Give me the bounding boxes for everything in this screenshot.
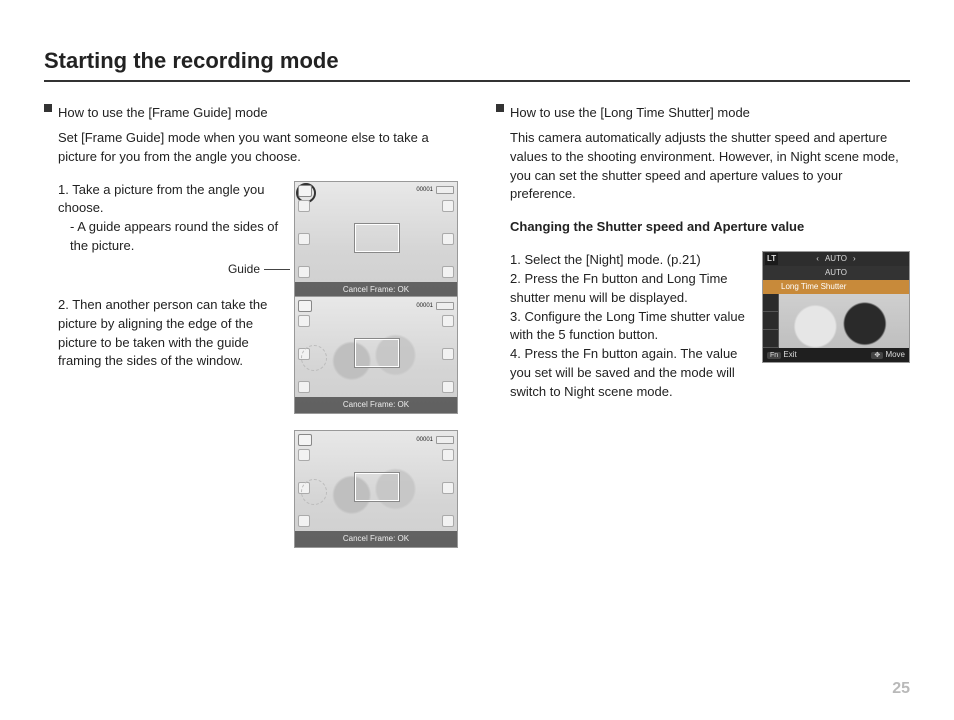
chevron-left-icon: ‹ bbox=[816, 253, 819, 265]
chevron-right-icon: › bbox=[853, 253, 856, 265]
right-steps-block: 1. Select the [Night] mode. (p.21) 2. Pr… bbox=[496, 251, 910, 402]
side-icon bbox=[298, 381, 310, 393]
right-step2: 2. Press the Fn button and Long Time shu… bbox=[496, 270, 750, 308]
dashed-guide-icon bbox=[301, 479, 327, 505]
lt-menu-iconcol bbox=[763, 294, 779, 348]
bullet-icon bbox=[496, 104, 504, 112]
side-icon bbox=[442, 200, 454, 212]
lt-footer-exit: Exit bbox=[783, 350, 796, 359]
left-heading-row: How to use the [Frame Guide] mode bbox=[44, 104, 458, 123]
lt-menu-preview-image bbox=[779, 294, 909, 348]
lt-menu-selected-text: Long Time Shutter bbox=[781, 281, 846, 293]
step1-sub: - A guide appears round the sides of the… bbox=[44, 218, 282, 256]
step1-block: 1. Take a picture from the angle you cho… bbox=[44, 181, 458, 299]
side-icon bbox=[442, 348, 454, 360]
focus-frame-icon bbox=[355, 473, 399, 501]
step1-text: 1. Take a picture from the angle you cho… bbox=[44, 181, 282, 219]
camera-screen-3: 00001 Cancel Frame: OK bbox=[294, 430, 458, 548]
right-heading: How to use the [Long Time Shutter] mode bbox=[510, 104, 750, 123]
counter-2: 00001 bbox=[416, 302, 433, 311]
right-column: How to use the [Long Time Shutter] mode … bbox=[496, 104, 910, 548]
lt-menu-header: LT ‹ AUTO › bbox=[763, 252, 909, 266]
screen2-bottom: Cancel Frame: OK bbox=[295, 397, 457, 413]
left-heading: How to use the [Frame Guide] mode bbox=[58, 104, 268, 123]
right-subheading: Changing the Shutter speed and Aperture … bbox=[510, 218, 910, 237]
page-number: 25 bbox=[892, 680, 910, 698]
mode-icon bbox=[298, 300, 312, 312]
lt-badge: LT bbox=[765, 253, 778, 265]
counter-3: 00001 bbox=[416, 436, 433, 445]
right-step3: 3. Configure the Long Time shutter value… bbox=[496, 308, 750, 346]
guide-leader-line-icon bbox=[264, 269, 290, 270]
left-column: How to use the [Frame Guide] mode Set [F… bbox=[44, 104, 458, 548]
side-icon bbox=[298, 449, 310, 461]
step2-block: 2. Then another person can take the pict… bbox=[44, 296, 458, 548]
side-icon bbox=[442, 266, 454, 278]
side-icon bbox=[442, 482, 454, 494]
step1-text-wrap: 1. Take a picture from the angle you cho… bbox=[44, 181, 282, 256]
fn-chip-icon: Fn bbox=[767, 352, 781, 359]
focus-frame-icon bbox=[355, 224, 399, 252]
step2-text: 2. Then another person can take the pict… bbox=[44, 296, 282, 371]
side-icon bbox=[442, 515, 454, 527]
camera-screen-1: 00001 Cancel Frame: OK bbox=[294, 181, 458, 299]
battery-icon bbox=[436, 436, 454, 444]
page-title: Starting the recording mode bbox=[44, 48, 910, 82]
side-icon bbox=[298, 315, 310, 327]
lt-menu-selected-row[interactable]: Long Time Shutter bbox=[763, 280, 909, 294]
counter-1: 00001 bbox=[416, 186, 433, 195]
lt-footer-move: Move bbox=[885, 350, 905, 359]
battery-icon bbox=[436, 186, 454, 194]
side-icon bbox=[298, 515, 310, 527]
screen3-bottom: Cancel Frame: OK bbox=[295, 531, 457, 547]
right-heading-row: How to use the [Long Time Shutter] mode bbox=[496, 104, 910, 123]
side-icon bbox=[298, 200, 310, 212]
side-icon bbox=[298, 266, 310, 278]
right-intro: This camera automatically adjusts the sh… bbox=[510, 129, 910, 204]
side-icon bbox=[298, 233, 310, 245]
lt-menu-header-text: AUTO bbox=[825, 253, 847, 265]
lt-menu-auto-row: AUTO bbox=[763, 266, 909, 280]
side-icon bbox=[442, 381, 454, 393]
side-icon bbox=[442, 315, 454, 327]
lt-menu-preview bbox=[763, 294, 909, 348]
focus-frame-icon bbox=[355, 339, 399, 367]
left-intro: Set [Frame Guide] mode when you want som… bbox=[58, 129, 458, 167]
bullet-icon bbox=[44, 104, 52, 112]
side-icon bbox=[442, 449, 454, 461]
battery-icon bbox=[436, 302, 454, 310]
right-step4: 4. Press the Fn button again. The value … bbox=[496, 345, 750, 402]
lt-menu-auto-text: AUTO bbox=[825, 267, 847, 279]
right-steps-text: 1. Select the [Night] mode. (p.21) 2. Pr… bbox=[496, 251, 750, 402]
right-step1: 1. Select the [Night] mode. (p.21) bbox=[496, 251, 750, 270]
content-columns: How to use the [Frame Guide] mode Set [F… bbox=[44, 104, 910, 548]
side-icon bbox=[442, 233, 454, 245]
guide-label: Guide bbox=[228, 261, 260, 278]
camera-screen-2: 00001 Cancel Frame: OK bbox=[294, 296, 458, 414]
lt-menu-footer: Fn Exit ✥ Move bbox=[763, 348, 909, 362]
lt-shutter-menu: LT ‹ AUTO › AUTO Long Time Shutter bbox=[762, 251, 910, 363]
mode-icon bbox=[298, 434, 312, 446]
screens-2-3: 00001 Cancel Frame: OK 00001 bbox=[294, 296, 458, 548]
mode-icon bbox=[298, 185, 312, 197]
dashed-guide-icon bbox=[301, 345, 327, 371]
move-chip-icon: ✥ bbox=[871, 352, 883, 359]
